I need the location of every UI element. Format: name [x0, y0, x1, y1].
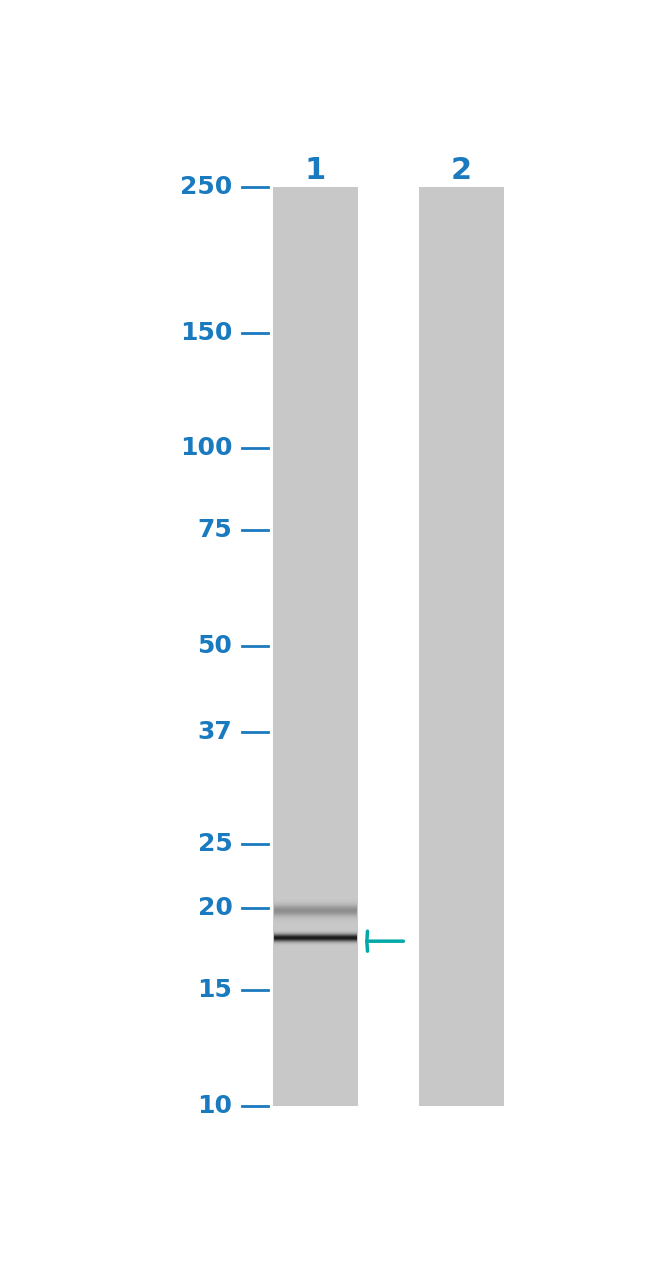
Text: 75: 75 [198, 518, 233, 542]
Text: 25: 25 [198, 832, 233, 856]
Bar [419, 187, 504, 1106]
Text: 50: 50 [198, 634, 233, 658]
Text: 1: 1 [305, 155, 326, 184]
Bar [273, 187, 358, 1106]
Text: 2: 2 [451, 155, 472, 184]
Text: 10: 10 [198, 1093, 233, 1118]
Text: 150: 150 [180, 320, 233, 344]
Text: 15: 15 [198, 978, 233, 1002]
Text: 20: 20 [198, 895, 233, 919]
Text: 100: 100 [180, 437, 233, 460]
Text: 250: 250 [180, 175, 233, 198]
Text: 37: 37 [198, 720, 233, 744]
